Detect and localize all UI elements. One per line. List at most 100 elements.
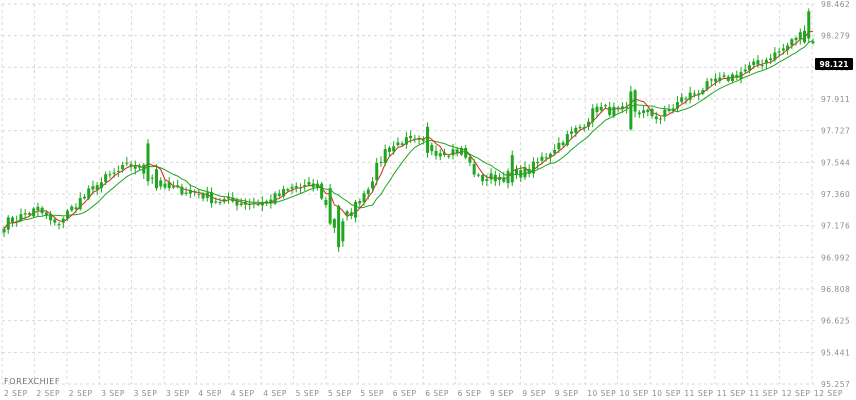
candle [269,194,273,209]
candle [112,168,116,178]
candle [95,181,99,196]
candle [510,150,514,187]
candle [688,86,692,104]
candle [184,187,188,196]
candle [625,101,629,114]
candle [387,145,391,158]
candle [404,132,408,149]
candle [565,130,569,147]
candle [53,216,57,226]
candle [19,208,23,223]
candle [243,198,247,210]
candle [44,210,48,220]
candles [2,8,815,252]
candle [777,48,781,58]
candle [578,124,582,131]
y-tick-label: 96.808 [821,285,850,294]
candle [548,152,552,163]
candle [587,118,591,131]
candle [328,184,332,226]
candle [32,206,36,218]
candle [764,57,768,70]
candle [235,197,239,211]
candle [684,96,688,105]
candle [129,161,133,172]
y-tick-label: 97.360 [821,190,850,199]
candle [133,160,137,175]
candle [57,221,61,230]
candle [282,185,286,199]
candle [574,125,578,137]
candle [362,190,366,206]
candle [540,152,544,165]
candle [15,215,19,227]
candle [515,165,519,179]
candle [104,171,108,186]
candle [375,157,379,186]
candle [434,145,438,160]
candle [553,144,557,156]
candle [718,72,722,84]
candle [379,156,383,167]
x-tick-label: 5 SEP [360,389,384,398]
y-tick-label: 96.625 [821,317,850,326]
candle [807,8,811,43]
candle [307,177,311,187]
candle [739,67,743,84]
candle [760,59,764,70]
candle [731,72,735,84]
candle [315,179,319,191]
candle [337,204,341,252]
candle [303,179,307,191]
candle [447,154,451,159]
candle [116,165,120,177]
x-tick-label: 5 SEP [328,389,352,398]
candle [210,187,214,208]
candle [193,189,197,197]
candle [709,78,713,86]
candle [396,137,400,147]
candle [188,184,192,199]
ma-fast-path [3,30,814,230]
candle [756,55,760,68]
candle [451,143,455,160]
x-tick-label: 3 SEP [134,389,158,398]
candle [671,103,675,114]
candle [311,178,315,192]
y-tick-label: 97.544 [821,158,850,167]
candle [692,90,696,98]
candle [277,189,281,198]
candle [790,37,794,50]
candle [121,161,125,173]
candle [502,171,506,184]
current-price-label: 98.121 [820,60,849,69]
candle [252,197,256,209]
candle [536,157,540,170]
candle [726,75,730,83]
x-tick-label: 11 SEP [684,389,713,398]
candle [341,218,345,247]
candle [570,126,574,139]
candle [680,92,684,104]
candle [493,170,497,186]
x-tick-label: 9 SEP [490,389,514,398]
candle [248,198,252,210]
x-tick-label: 2 SEP [36,389,60,398]
candle [705,77,709,92]
candle [6,215,10,234]
candle [150,174,154,184]
ma-slow-line [3,39,814,230]
candle [171,181,175,190]
candle [786,42,790,55]
candle [697,89,701,101]
x-tick-label: 4 SEP [198,389,222,398]
candle [481,172,485,186]
candle [74,203,78,213]
candle [36,202,40,216]
candle [345,210,349,221]
candle [222,196,226,205]
candle [87,185,91,201]
candle [561,140,565,148]
